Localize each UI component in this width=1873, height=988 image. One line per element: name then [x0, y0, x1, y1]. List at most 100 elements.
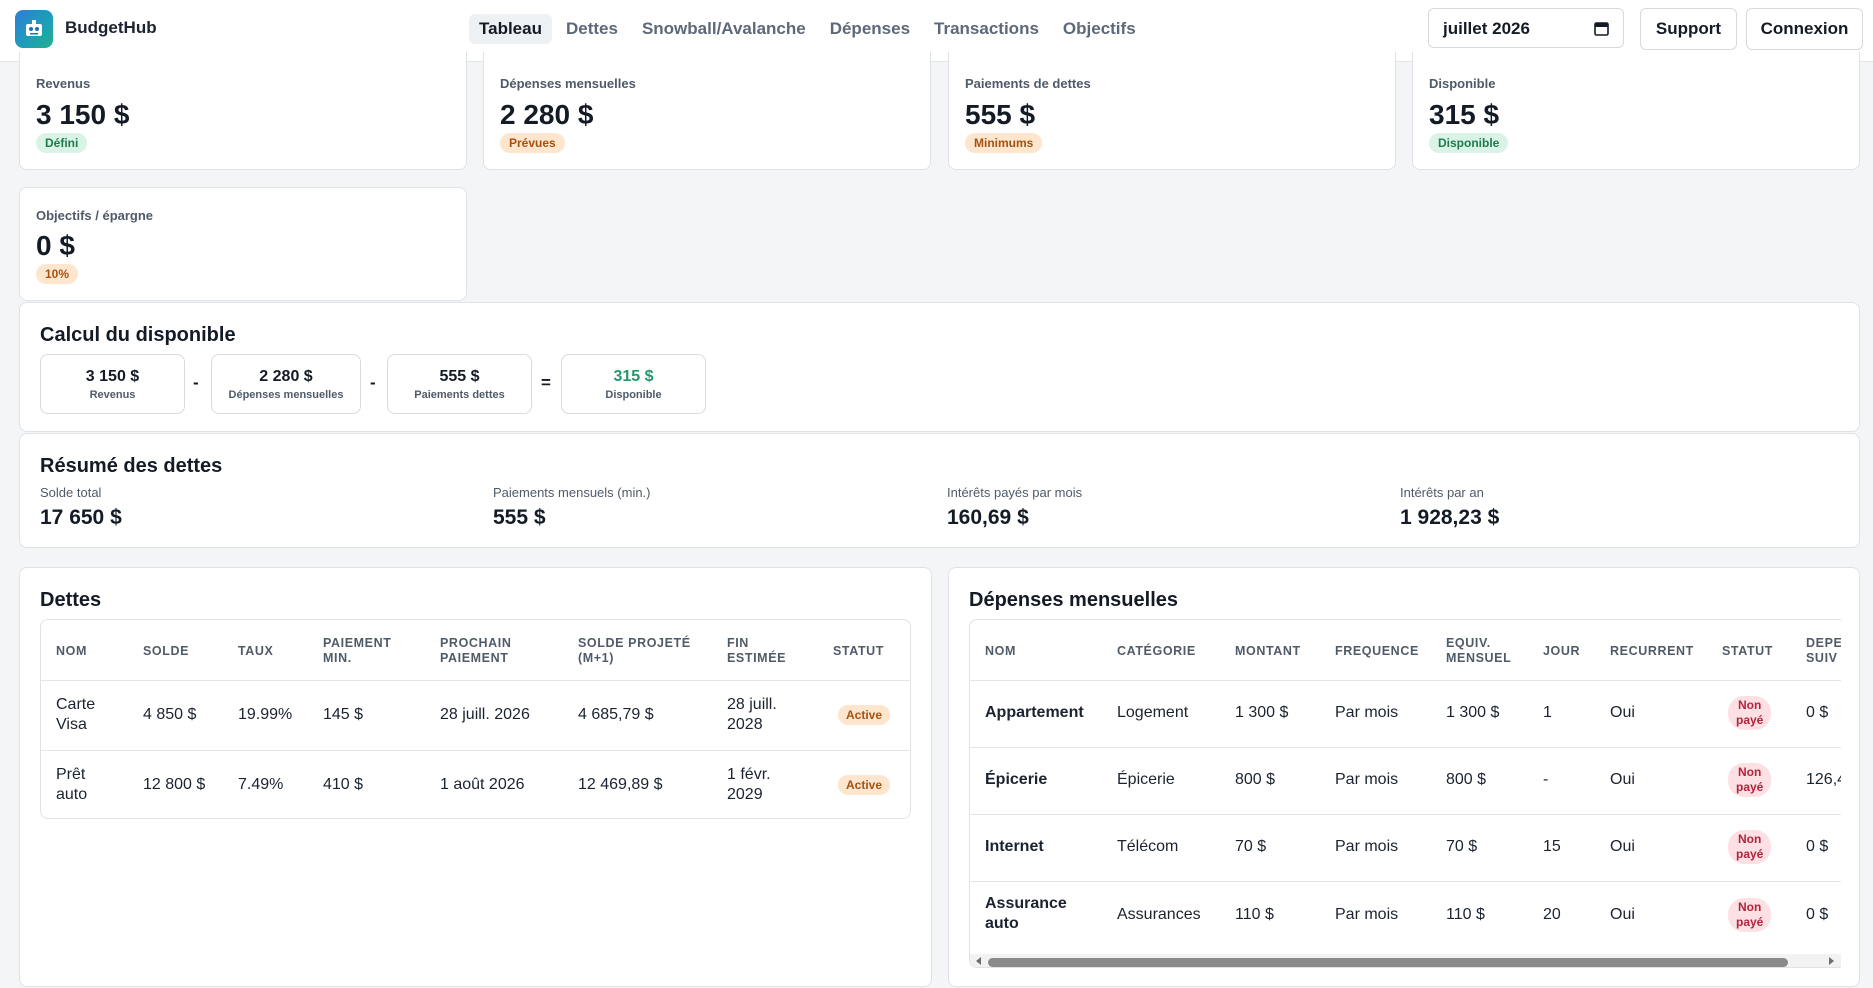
cell-fin: 1 févr. 2029: [727, 765, 771, 805]
support-button[interactable]: Support: [1640, 8, 1737, 50]
status-badge: Non payé: [1728, 763, 1772, 797]
header-line: FIN: [727, 636, 749, 650]
calc-value: 2 280 $: [259, 368, 313, 385]
nav-snowball-avalanche[interactable]: Snowball/Avalanche: [641, 19, 806, 38]
minus-operator: -: [370, 373, 376, 392]
col-header-statut: STATUT: [1722, 644, 1774, 658]
summary-interets-an: Intérêts par an 1 928,23 $: [1400, 485, 1499, 530]
status-badge: Active: [838, 705, 891, 725]
summary-label: Paiements mensuels (min.): [493, 485, 651, 500]
cell-montant: 110 $: [1235, 906, 1274, 923]
cell-categorie: Épicerie: [1117, 771, 1175, 788]
horizontal-scrollbar[interactable]: [970, 954, 1841, 967]
header-line: PAIEMENT: [440, 651, 509, 665]
nav-dettes[interactable]: Dettes: [565, 19, 618, 38]
cell-taux: 19.99%: [238, 706, 293, 723]
cell-recurrent: Oui: [1610, 771, 1635, 788]
header-line: PROCHAIN: [440, 636, 512, 650]
cell-line: Visa: [56, 716, 87, 733]
col-header-paiement: PAIEMENT MIN.: [323, 636, 391, 666]
col-header-prochain: PROCHAIN PAIEMENT: [440, 636, 511, 666]
cell-nom: Carte Visa: [56, 695, 95, 735]
header-line: MIN.: [323, 651, 352, 665]
calc-depenses: 2 280 $ Dépenses mensuelles: [211, 354, 361, 414]
month-picker[interactable]: juillet 2026: [1428, 8, 1624, 48]
cell-line: auto: [56, 786, 88, 803]
stat-label: Objectifs / épargne: [36, 208, 154, 223]
summary-value: 1 928,23 $: [1400, 506, 1500, 529]
calc-disponible: 315 $ Disponible: [561, 354, 706, 414]
scroll-left-icon[interactable]: [974, 956, 984, 966]
header-line: ESTIMÉE: [727, 651, 787, 665]
stat-card-paiements: Paiements de dettes 555 $ Minimums: [948, 52, 1396, 170]
status-badge: Minimums: [965, 133, 1043, 153]
main-nav: Tableau Dettes Snowball/Avalanche Dépens…: [469, 14, 1146, 44]
stat-card-revenus: Revenus 3 150 $ Défini: [19, 52, 467, 170]
calc-label: Dépenses mensuelles: [228, 389, 344, 401]
status-badge: Non payé: [1728, 898, 1772, 932]
summary-solde: Solde total 17 650 $: [40, 485, 122, 530]
stat-card-depenses: Dépenses mensuelles 2 280 $ Prévues: [483, 52, 931, 170]
stat-card-disponible: Disponible 315 $ Disponible: [1412, 52, 1860, 170]
cell-jour: 20: [1543, 906, 1561, 923]
expenses-panel: Dépenses mensuelles NOM CATÉGORIE MONTAN…: [948, 567, 1860, 987]
summary-label: Intérêts par an: [1400, 485, 1484, 500]
minus-operator: -: [193, 373, 199, 392]
nav-transactions[interactable]: Transactions: [934, 19, 1039, 38]
cell-montant: 800 $: [1235, 771, 1276, 788]
debts-panel: Dettes NOM SOLDE TAUX PAIEMENT MIN. PROC…: [19, 567, 932, 987]
cell-suivi: 126,4: [1806, 771, 1841, 788]
calc-paiements: 555 $ Paiements dettes: [387, 354, 532, 414]
cell-categorie: Logement: [1117, 704, 1189, 721]
nav-objectifs[interactable]: Objectifs: [1062, 19, 1136, 38]
nav-tableau[interactable]: Tableau: [469, 14, 552, 44]
app-logo[interactable]: [15, 10, 53, 48]
cell-montant: 70 $: [1235, 838, 1267, 855]
scroll-right-icon[interactable]: [1826, 956, 1836, 966]
cell-paiement: 145 $: [323, 706, 364, 723]
row-divider: [970, 881, 1841, 882]
status-badge: Prévues: [500, 133, 565, 153]
section-title: Dépenses mensuelles: [969, 589, 1178, 611]
cell-suivi: 0 $: [1806, 906, 1829, 923]
header-line: DEPE: [1806, 636, 1841, 650]
cell-fin: 28 juill. 2028: [727, 695, 777, 735]
stat-card-objectifs: Objectifs / épargne 0 $ 10%: [19, 187, 467, 301]
stat-value: 0 $: [36, 230, 75, 261]
summary-paiements: Paiements mensuels (min.) 555 $: [493, 485, 651, 530]
equals-operator: =: [541, 373, 551, 392]
cell-prochain: 28 juill. 2026: [440, 706, 530, 723]
calendar-icon[interactable]: [1594, 21, 1609, 36]
cell-solde: 4 850 $: [143, 706, 197, 723]
col-header-recurrent: RECURRENT: [1610, 644, 1694, 658]
login-button[interactable]: Connexion: [1746, 8, 1863, 50]
section-title: Résumé des dettes: [40, 455, 223, 477]
status-badge: Non payé: [1728, 696, 1772, 730]
cell-nom: Internet: [985, 838, 1044, 855]
brand-name: BudgetHub: [65, 18, 157, 37]
badge-line: payé: [1736, 713, 1764, 727]
calc-value: 555 $: [439, 368, 480, 385]
cell-categorie: Assurances: [1117, 906, 1201, 923]
col-header-fin: FIN ESTIMÉE: [727, 636, 786, 666]
stat-label: Revenus: [36, 76, 91, 91]
col-header-jour: JOUR: [1543, 644, 1581, 658]
stat-value: 315 $: [1429, 99, 1500, 130]
row-divider: [970, 747, 1841, 748]
section-title: Dettes: [40, 589, 102, 611]
status-badge: Défini: [36, 133, 88, 153]
header-line: (M+1): [578, 651, 614, 665]
badge-line: Non: [1738, 765, 1762, 779]
cell-line: Carte: [56, 696, 96, 713]
scrollbar-thumb[interactable]: [988, 958, 1788, 967]
cell-recurrent: Oui: [1610, 704, 1635, 721]
cell-prochain: 1 août 2026: [440, 776, 525, 793]
expenses-table[interactable]: NOM CATÉGORIE MONTANT FREQUENCE EQUIV. M…: [969, 619, 1841, 968]
cell-nom: Prêt auto: [56, 765, 87, 805]
header-line: MENSUEL: [1446, 651, 1512, 665]
cell-categorie: Télécom: [1117, 838, 1179, 855]
nav-depenses[interactable]: Dépenses: [829, 19, 911, 38]
summary-value: 17 650 $: [40, 506, 122, 529]
stat-value: 555 $: [965, 99, 1036, 130]
row-divider: [970, 814, 1841, 815]
